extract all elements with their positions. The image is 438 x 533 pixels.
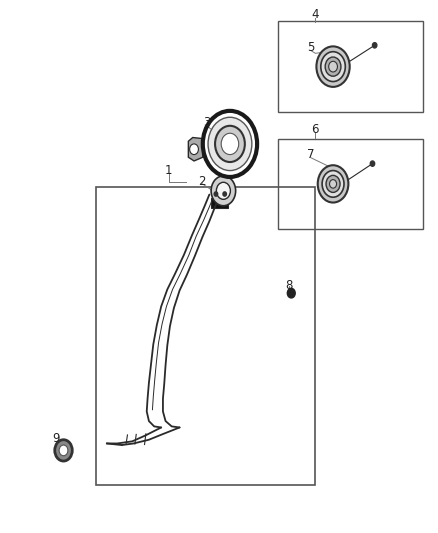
- Circle shape: [318, 165, 348, 203]
- Text: 2: 2: [198, 175, 206, 188]
- Circle shape: [216, 182, 230, 199]
- Text: 9: 9: [52, 432, 60, 445]
- Circle shape: [372, 43, 377, 48]
- Circle shape: [329, 180, 336, 188]
- Circle shape: [208, 117, 252, 171]
- Bar: [278, 21, 423, 112]
- Circle shape: [190, 144, 198, 155]
- Circle shape: [214, 192, 218, 196]
- Text: 6: 6: [311, 123, 319, 136]
- Circle shape: [221, 133, 239, 155]
- Circle shape: [328, 61, 337, 72]
- Circle shape: [211, 176, 236, 206]
- Circle shape: [59, 445, 68, 456]
- Text: 8: 8: [286, 279, 293, 292]
- Text: 1: 1: [165, 164, 173, 177]
- Circle shape: [55, 440, 72, 461]
- Circle shape: [322, 171, 344, 197]
- Circle shape: [223, 192, 226, 196]
- Text: 3: 3: [203, 116, 210, 129]
- Bar: [278, 139, 423, 229]
- Circle shape: [316, 46, 350, 87]
- Text: 4: 4: [311, 9, 319, 21]
- Text: 7: 7: [307, 148, 315, 161]
- Circle shape: [215, 126, 245, 162]
- Bar: [96, 187, 315, 485]
- Polygon shape: [188, 138, 203, 161]
- Circle shape: [287, 288, 295, 298]
- Text: 5: 5: [307, 42, 314, 54]
- Circle shape: [370, 161, 374, 166]
- Circle shape: [321, 52, 345, 82]
- Bar: [211, 198, 228, 208]
- Circle shape: [326, 175, 340, 192]
- Circle shape: [325, 57, 341, 76]
